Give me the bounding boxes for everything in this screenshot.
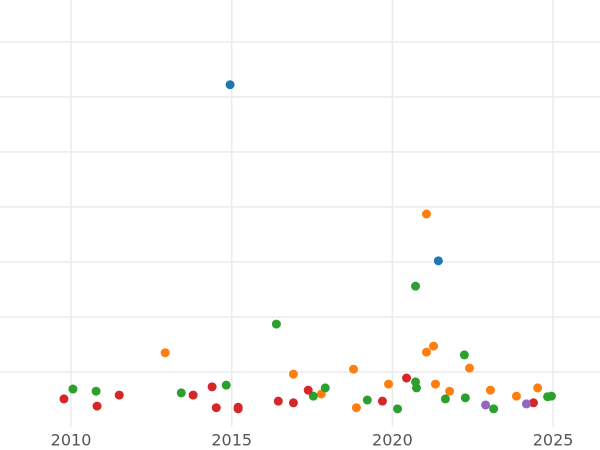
- point: [433, 256, 443, 266]
- point: [211, 403, 221, 413]
- point: [421, 209, 431, 219]
- point: [460, 393, 470, 403]
- point: [308, 391, 318, 401]
- point: [459, 350, 469, 360]
- point: [288, 398, 298, 408]
- point: [521, 399, 531, 409]
- point: [91, 386, 101, 396]
- point: [429, 341, 439, 351]
- point: [320, 383, 330, 393]
- point: [225, 80, 235, 90]
- point: [349, 364, 359, 374]
- point: [273, 396, 283, 406]
- point: [533, 383, 543, 393]
- point: [351, 403, 361, 413]
- point: [233, 404, 243, 414]
- point: [362, 395, 372, 405]
- point: [68, 384, 78, 394]
- point: [288, 369, 298, 379]
- point: [271, 319, 281, 329]
- x-tick-label: 2015: [211, 431, 252, 450]
- point: [546, 391, 556, 401]
- point: [92, 401, 102, 411]
- point: [511, 391, 521, 401]
- point: [465, 363, 475, 373]
- point: [221, 380, 231, 390]
- point: [485, 385, 495, 395]
- point: [411, 281, 421, 291]
- point: [207, 382, 217, 392]
- point: [377, 396, 387, 406]
- point: [481, 400, 491, 410]
- x-tick-label: 2020: [372, 431, 413, 450]
- point: [440, 394, 450, 404]
- x-tick-label: 2025: [533, 431, 574, 450]
- point: [303, 385, 313, 395]
- point: [188, 390, 198, 400]
- point: [393, 404, 403, 414]
- point: [445, 386, 455, 396]
- point: [528, 398, 538, 408]
- point: [421, 347, 431, 357]
- point: [402, 373, 412, 383]
- point: [430, 379, 440, 389]
- point: [160, 348, 170, 358]
- point: [411, 383, 421, 393]
- point: [384, 379, 394, 389]
- point: [114, 390, 124, 400]
- x-tick-label: 2010: [51, 431, 92, 450]
- point: [176, 388, 186, 398]
- point: [489, 404, 499, 414]
- point: [59, 394, 69, 404]
